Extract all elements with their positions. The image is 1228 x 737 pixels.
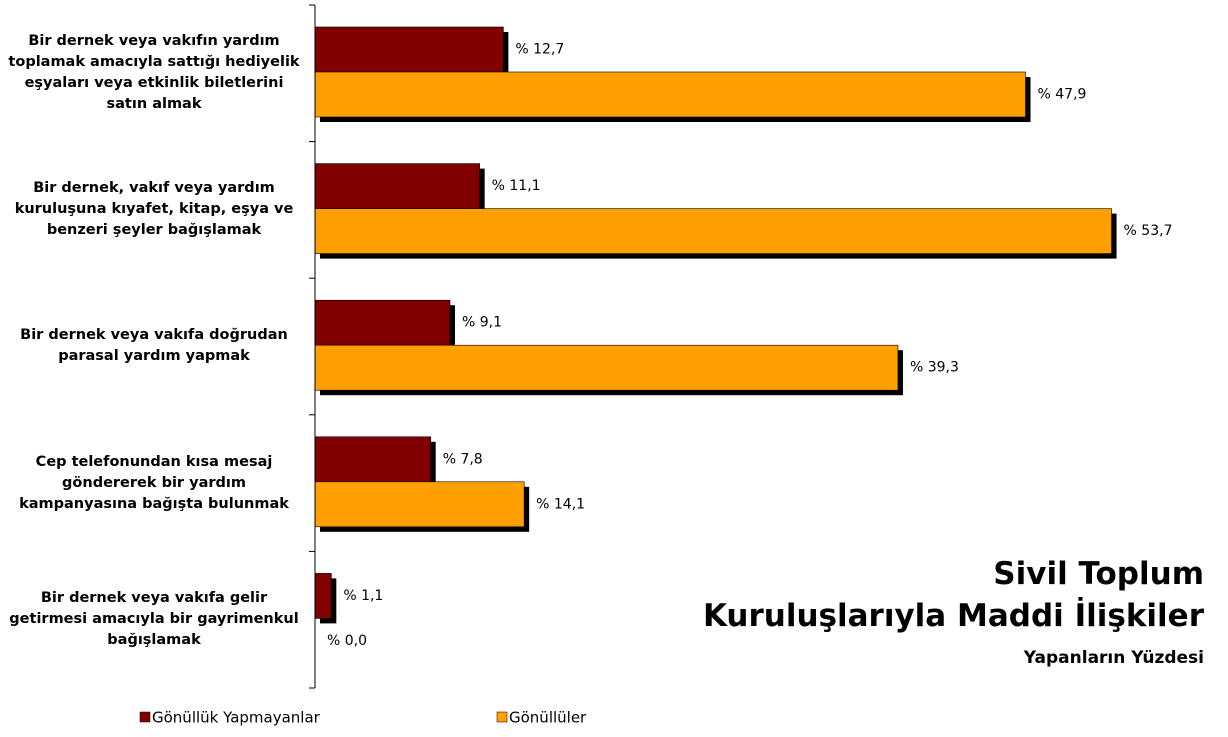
value-label: % 39,3 xyxy=(910,360,959,376)
value-label: % 12,7 xyxy=(515,42,564,58)
bar xyxy=(314,436,431,483)
value-label: % 1,1 xyxy=(343,588,383,604)
value-label: % 47,9 xyxy=(1038,87,1087,103)
category-label: Bir dernek veya vakıfa doğrudan parasal … xyxy=(20,327,288,365)
legend-swatch xyxy=(139,711,151,723)
title-line: Sivil Toplum xyxy=(993,556,1204,592)
value-label: % 53,7 xyxy=(1124,223,1173,239)
value-label: % 9,1 xyxy=(462,315,502,331)
value-label: % 14,1 xyxy=(536,496,585,512)
category-label: Cep telefonundan kısa mesaj göndererek b… xyxy=(19,453,289,512)
bar xyxy=(314,481,525,528)
title-line: Kuruluşlarıyla Maddi İlişkiler xyxy=(702,598,1204,634)
legend-label: Gönüllüler xyxy=(509,709,587,727)
bar xyxy=(314,344,899,391)
bar xyxy=(314,573,332,619)
legend-swatch xyxy=(496,711,508,723)
bar xyxy=(314,71,1026,118)
bar xyxy=(314,208,1112,254)
category-label: Bir dernek veya vakıfa gelir getirmesi a… xyxy=(9,590,299,649)
category-label: Bir dernek veya vakıfın yardım toplamak … xyxy=(8,33,300,113)
value-label: % 7,8 xyxy=(443,451,483,467)
value-label: % 11,1 xyxy=(492,178,541,194)
value-label: % 0,0 xyxy=(327,633,367,649)
bar xyxy=(314,299,451,346)
category-label: Bir dernek, vakıf veya yardım kuruluşuna… xyxy=(14,180,294,239)
chart-title: Sivil Toplum Kuruluşlarıyla Maddi İlişki… xyxy=(703,553,1204,637)
bar xyxy=(314,26,504,73)
legend-label: Gönüllük Yapmayanlar xyxy=(152,709,321,727)
bar xyxy=(314,163,480,209)
chart-subtitle: Yapanların Yüzdesi xyxy=(1023,648,1204,668)
